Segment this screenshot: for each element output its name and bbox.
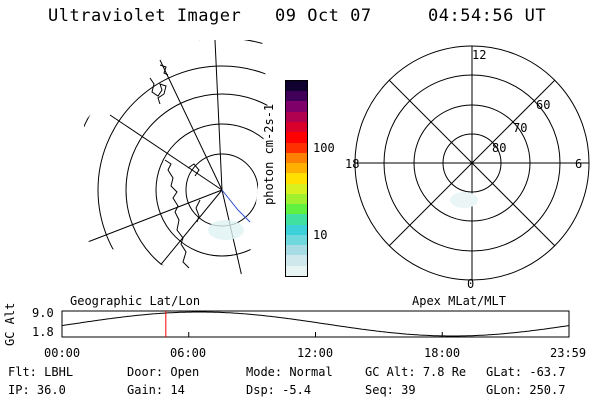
footer-door: Door: Open (127, 365, 200, 379)
mlt-label-18: 18 (345, 157, 359, 171)
colorbar-segment (286, 193, 307, 205)
lat-label-70: 70 (513, 121, 527, 135)
colorbar-segment (286, 91, 307, 102)
altitude-ytick-bottom: 1.8 (32, 325, 54, 339)
polar-mlt-plot: 12 18 6 0 60 70 80 (345, 45, 590, 290)
right-panel-title: Apex MLat/MLT (412, 294, 506, 308)
footer-gain: Gain: 14 (127, 383, 185, 397)
footer-mode: Mode: Normal (246, 365, 333, 379)
footer-glat: GLat: -63.7 (486, 365, 566, 379)
colorbar-segment (286, 265, 307, 276)
colorbar-segment (286, 142, 307, 153)
footer-dsp: Dsp: -5.4 (246, 383, 312, 397)
colorbar-segment (286, 245, 307, 256)
mlt-label-0: 0 (467, 277, 474, 290)
footer-glon: GLon: 250.7 (486, 383, 566, 397)
colorbar-segment (286, 132, 307, 143)
mlt-label-6: 6 (575, 157, 582, 171)
lat-label-60: 60 (536, 98, 550, 112)
date-label: 09 Oct 07 (275, 6, 372, 26)
time-tick-2359: 23:59 (550, 346, 587, 360)
colorbar-segment (286, 224, 307, 235)
left-panel-title: Geographic Lat/Lon (70, 294, 201, 308)
time-tick-1800: 18:00 (424, 346, 461, 360)
time-tick-0000: 00:00 (44, 346, 81, 360)
colorbar-segment (286, 183, 307, 194)
footer-gc-alt: GC Alt: 7.8 Re (365, 365, 467, 379)
time-tick-0600: 06:00 (170, 346, 207, 360)
colorbar-segment (286, 152, 307, 164)
altitude-ytick-top: 9.0 (32, 306, 54, 320)
colorbar-tick-10: 10 (313, 228, 328, 242)
lat-label-80: 80 (492, 141, 506, 155)
colorbar (285, 80, 308, 277)
footer-seq: Seq: 39 (365, 383, 416, 397)
colorbar-segment (286, 80, 307, 92)
colorbar-segment (286, 214, 307, 225)
time-tick-1200: 12:00 (297, 346, 334, 360)
colorbar-segment (286, 111, 307, 123)
colorbar-segment (286, 122, 307, 133)
colorbar-segment (286, 101, 307, 112)
colorbar-tick-100: 100 (313, 141, 335, 155)
mlt-label-12: 12 (472, 48, 486, 62)
colorbar-segment (286, 173, 307, 184)
footer-flt: Flt: LBHL (8, 365, 74, 379)
time-label: 04:54:56 UT (428, 6, 547, 26)
instrument-title: Ultraviolet Imager (48, 6, 242, 26)
colorbar-segment (286, 204, 307, 215)
colorbar-segment (286, 163, 307, 174)
colorbar-segment (286, 255, 307, 266)
colorbar-segment (286, 234, 307, 246)
footer-ip: IP: 36.0 (8, 383, 66, 397)
